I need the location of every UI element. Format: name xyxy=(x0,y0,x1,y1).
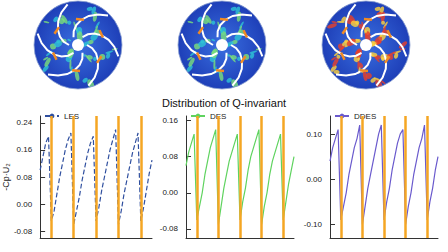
svg-text:-0.08: -0.08 xyxy=(14,227,33,236)
svg-text:0.00: 0.00 xyxy=(306,175,322,184)
svg-text:0.10: 0.10 xyxy=(306,130,322,139)
svg-text:0.24: 0.24 xyxy=(17,118,33,127)
svg-text:0.00: 0.00 xyxy=(162,188,178,197)
svg-text:-Cp·U₂: -Cp·U₂ xyxy=(1,163,11,191)
svg-text:DDES: DDES xyxy=(354,112,376,121)
svg-text:0.00: 0.00 xyxy=(17,200,33,209)
svg-text:-0.10: -0.10 xyxy=(304,220,323,229)
svg-text:Distribution of Q-invariant: Distribution of Q-invariant xyxy=(162,97,286,109)
svg-text:0.08: 0.08 xyxy=(162,152,178,161)
svg-text:-0.08: -0.08 xyxy=(160,224,179,233)
svg-text:DES: DES xyxy=(210,111,227,121)
svg-text:0.08: 0.08 xyxy=(17,173,33,182)
svg-text:LES: LES xyxy=(64,112,79,121)
svg-text:0.16: 0.16 xyxy=(17,145,33,154)
svg-text:0.16: 0.16 xyxy=(162,116,178,125)
